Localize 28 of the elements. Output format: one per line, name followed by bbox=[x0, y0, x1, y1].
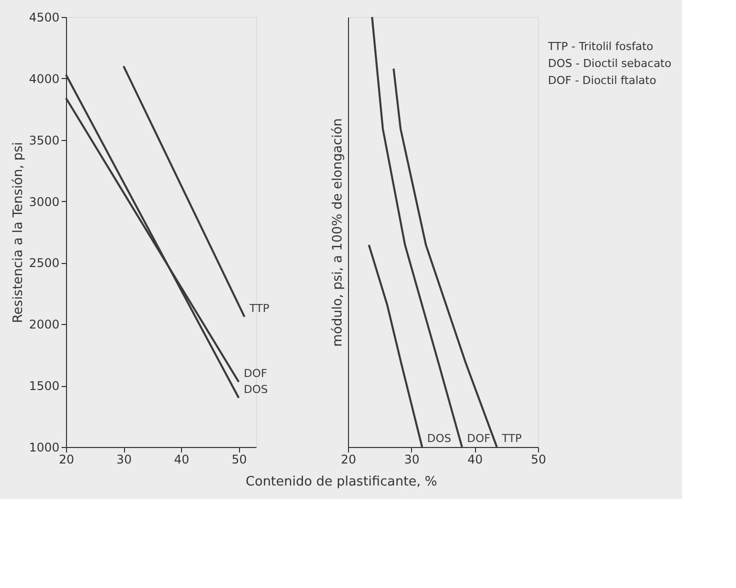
x-tick-label: 50 bbox=[530, 452, 546, 466]
x-tick-label: 30 bbox=[404, 452, 420, 466]
series-label: TTP bbox=[500, 432, 522, 445]
y-tick-label: 1000 bbox=[28, 440, 60, 454]
y-tick-label: 3000 bbox=[28, 194, 60, 209]
x-tick-label: 40 bbox=[174, 452, 190, 466]
x-tick-label: 20 bbox=[340, 452, 356, 466]
series-label: DOS bbox=[244, 382, 268, 396]
series-label: TTP bbox=[248, 302, 270, 315]
text: DOS - Dioctil sebacato bbox=[548, 57, 672, 70]
x-tick-label: 40 bbox=[468, 452, 483, 466]
x-axis-title: Contenido de plastificante, % bbox=[246, 474, 438, 490]
x-tick-label: 30 bbox=[116, 452, 132, 466]
x-tick-label: 50 bbox=[232, 452, 247, 466]
series-label: DOF bbox=[467, 432, 490, 445]
series-label: DOS bbox=[427, 432, 452, 445]
text: DOF - Dioctil ftalato bbox=[548, 74, 656, 87]
y-tick-label: 3500 bbox=[28, 133, 60, 148]
y-tick-label: 2000 bbox=[28, 318, 60, 332]
x-tick-label: 20 bbox=[58, 452, 74, 466]
y-tick-label: 4000 bbox=[28, 72, 60, 86]
y-axis-title: Resistencia a la Tensión, psi bbox=[10, 142, 26, 324]
y-axis-title: módulo, psi, a 100% de elongación bbox=[330, 118, 346, 347]
y-tick-label: 4500 bbox=[28, 10, 60, 24]
text: TTP - Tritolil fosfato bbox=[547, 40, 654, 53]
y-tick-label: 1500 bbox=[28, 379, 60, 394]
y-tick-label: 2500 bbox=[28, 256, 60, 270]
series-label: DOF bbox=[244, 366, 268, 380]
